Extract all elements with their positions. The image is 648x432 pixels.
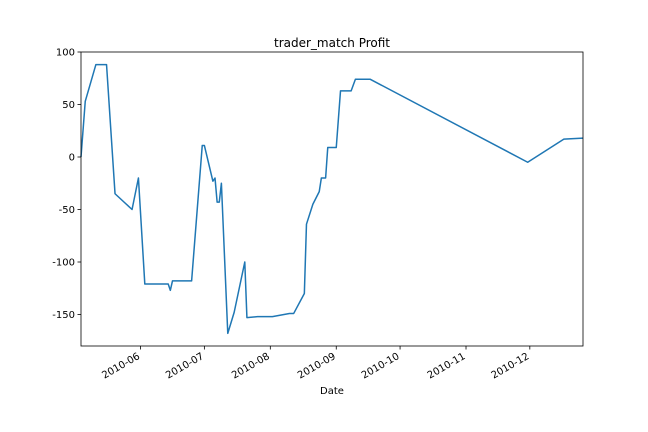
plot-area (80, 51, 584, 347)
y-tick-label: -50 (59, 205, 75, 216)
plot-frame (80, 51, 584, 347)
series-line-0 (80, 63, 584, 335)
y-tick-label: -150 (52, 310, 75, 321)
y-axis: 100 50 0 -50 -100 -150 (52, 48, 81, 321)
y-tick-label: -100 (52, 258, 75, 269)
y-tick-label: 100 (56, 48, 75, 59)
x-axis-label: Date (320, 386, 344, 397)
chart-title: trader_match Profit (274, 36, 390, 50)
y-tick-label: 0 (69, 153, 75, 164)
y-tick-label: 50 (62, 100, 75, 111)
